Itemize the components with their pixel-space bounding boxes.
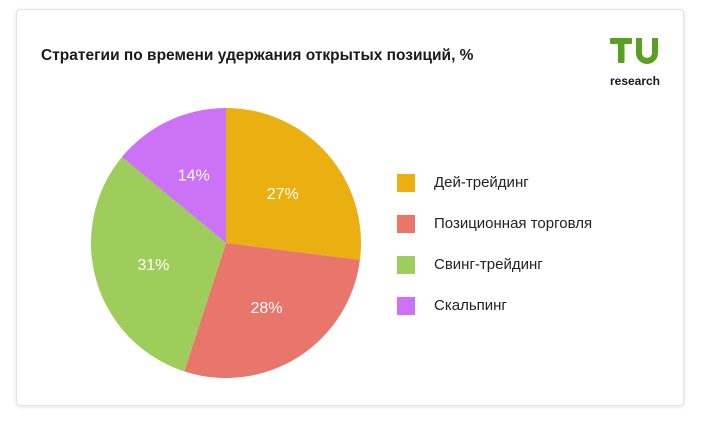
slice-data-label: 31% xyxy=(137,257,169,274)
logo-text: research xyxy=(609,74,661,88)
slice-data-label: 28% xyxy=(250,300,282,317)
pie-chart: 27% 28% 31% 14% xyxy=(90,108,361,378)
legend-swatch xyxy=(397,215,415,233)
legend-label: Дей-трейдинг xyxy=(434,174,529,191)
slice-data-label: 14% xyxy=(178,168,210,185)
pie-slice xyxy=(184,243,360,378)
pie-slice xyxy=(90,156,226,372)
slice-data-label: 27% xyxy=(267,186,299,203)
legend-swatch xyxy=(397,256,415,274)
legend-swatch xyxy=(397,174,415,192)
legend-label: Скальпинг xyxy=(434,297,507,314)
pie-slice xyxy=(121,108,226,243)
pie-slice xyxy=(226,108,361,260)
legend-label: Позиционная торговля xyxy=(434,215,593,232)
tu-logo-mark xyxy=(610,38,658,64)
tu-research-logo: research xyxy=(607,34,667,90)
chart-title: Стратегии по времени удержания открытых … xyxy=(41,47,474,64)
legend-label: Свинг-трейдинг xyxy=(434,256,543,273)
legend-swatch xyxy=(397,297,415,315)
chart-card: Стратегии по времени удержания открытых … xyxy=(16,9,684,406)
